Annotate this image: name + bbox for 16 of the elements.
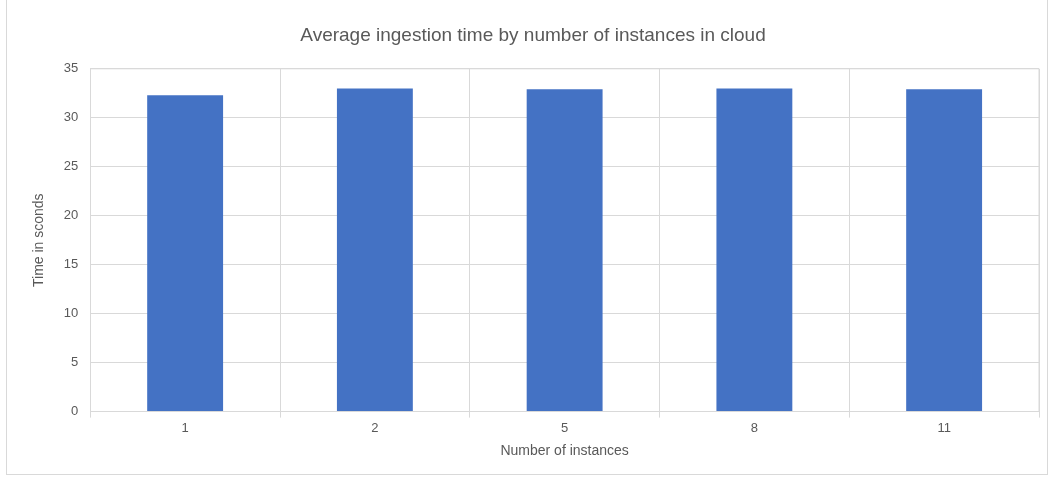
x-tick-label: 8 [750, 419, 758, 435]
y-tick-label: 5 [71, 354, 79, 370]
y-tick-label: 15 [63, 256, 79, 272]
y-tick-label: 30 [63, 109, 79, 125]
y-tick-label: 10 [63, 305, 79, 321]
y-tick-label: 20 [63, 207, 79, 223]
x-tick-label: 5 [561, 419, 569, 435]
y-tick-label: 25 [63, 158, 79, 174]
y-tick-label: 0 [71, 403, 79, 419]
y-axis-title: Time in sconds [30, 193, 47, 288]
y-tick-label: 35 [63, 60, 79, 76]
x-tick-label: 2 [371, 419, 379, 435]
x-axis-title: Number of instances [500, 442, 629, 459]
chart-title: Average ingestion time by number of instances in cloud [300, 23, 766, 45]
x-tick-label: 1 [181, 419, 189, 435]
x-tick-label: 11 [937, 419, 951, 435]
